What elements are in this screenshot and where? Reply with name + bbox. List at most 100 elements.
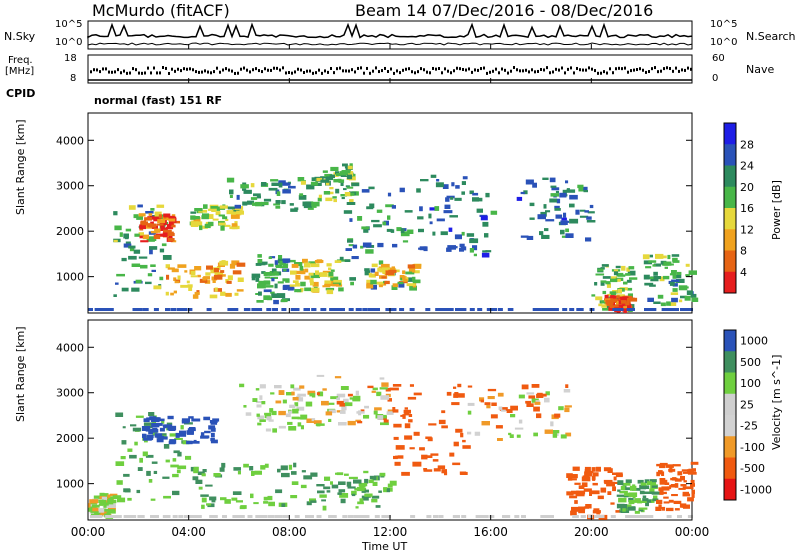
velocity-cell: [404, 435, 413, 440]
velocity-cell: [453, 441, 459, 447]
velocity-cell: [638, 508, 644, 512]
power-cell: [379, 269, 384, 273]
velocity-cell: [153, 470, 158, 474]
ground-scatter-cell: [116, 515, 122, 518]
velocity-cell: [243, 463, 249, 468]
power-cell: [302, 258, 308, 264]
power-cell: [610, 278, 618, 283]
velocity-cell: [403, 409, 411, 414]
velocity-cell: [261, 401, 266, 405]
velocity-cell: [665, 464, 674, 468]
ground-scatter-cell: [99, 308, 105, 311]
power-cell: [278, 182, 283, 188]
velocity-cell: [99, 492, 105, 496]
power-cell: [128, 245, 136, 249]
power-cell: [170, 292, 174, 296]
ground-scatter-cell: [332, 308, 337, 311]
power-cell: [562, 189, 567, 195]
power-cell: [544, 228, 549, 232]
velocity-cell: [346, 481, 352, 487]
velocity-cell: [486, 404, 491, 409]
velocity-cell: [467, 402, 475, 406]
power-cell: [194, 291, 200, 295]
freq-mark: [360, 66, 362, 70]
velocity-cell: [297, 397, 304, 402]
colorbar-tick-label: 8: [740, 245, 747, 258]
velocity-cell: [187, 430, 194, 435]
power-cell: [227, 275, 233, 281]
velocity-cell: [146, 470, 151, 476]
ground-scatter-cell: [170, 308, 176, 311]
velocity-cell: [642, 495, 647, 499]
colorbar-tick-label: 4: [740, 266, 747, 279]
freq-mark: [660, 69, 662, 73]
power-cell: [288, 185, 296, 189]
power-cell: [328, 191, 334, 195]
power-cell: [429, 207, 435, 211]
power-cell: [388, 267, 396, 272]
power-cell: [408, 268, 416, 273]
velocity-cell: [457, 383, 462, 388]
power-cell: [275, 200, 281, 204]
ground-scatter-cell: [309, 515, 314, 518]
velocity-cell: [219, 467, 225, 472]
velocity-cell: [479, 397, 485, 402]
nsearch-tick-bottom: 10^0: [710, 37, 738, 48]
velocity-cell: [491, 402, 497, 406]
power-cell: [472, 197, 479, 202]
power-cell: [378, 260, 384, 265]
power-cell: [381, 276, 387, 279]
velocity-cell: [359, 498, 364, 503]
velocity-cell: [567, 477, 573, 481]
velocity-cell: [188, 416, 194, 419]
freq-mark: [105, 67, 107, 71]
colorbar-swatch: [724, 478, 736, 501]
power-cell: [398, 283, 405, 288]
power-cell: [685, 263, 690, 267]
power-cell: [400, 228, 405, 234]
power-cell: [406, 283, 416, 287]
power-cell: [207, 214, 214, 219]
power-cell: [663, 261, 672, 266]
velocity-cell: [344, 402, 353, 407]
freq-mark: [690, 67, 692, 71]
power-cell: [332, 283, 339, 287]
power-cell: [419, 206, 423, 212]
colorbar-swatch: [724, 165, 736, 188]
power-cell: [676, 278, 685, 283]
freq-mark: [474, 68, 476, 72]
velocity-cell: [498, 406, 503, 410]
velocity-cell: [239, 506, 246, 510]
freq-mark: [216, 66, 218, 70]
velocity-cell: [467, 410, 472, 415]
ground-scatter-cell: [489, 515, 495, 518]
power-cell: [320, 176, 328, 179]
power-cell: [626, 267, 630, 272]
power-cell: [586, 220, 596, 223]
velocity-cell: [565, 432, 572, 437]
freq-mark: [300, 68, 302, 72]
power-cell: [333, 199, 337, 203]
power-cell: [270, 276, 278, 279]
velocity-cell: [156, 438, 164, 443]
freq-mark: [393, 71, 395, 75]
power-cell: [662, 275, 670, 280]
power-cell: [352, 244, 358, 249]
freq-mark: [162, 66, 164, 70]
power-cell: [600, 281, 605, 286]
velocity-cell: [606, 481, 615, 487]
freq-mark: [309, 69, 311, 73]
power-cell: [565, 180, 569, 184]
velocity-cell: [337, 492, 342, 495]
velocity-cell: [212, 418, 220, 422]
velocity-cell: [106, 511, 111, 515]
power-cell: [317, 197, 322, 202]
freq-mark: [321, 71, 323, 75]
power-cell: [278, 255, 283, 260]
power-cell: [310, 181, 318, 186]
velocity-cell: [649, 479, 657, 483]
velocity-cell: [451, 402, 460, 406]
velocity-cell: [357, 421, 363, 424]
nsky-label: N.Sky: [4, 30, 36, 43]
ground-scatter-cell: [461, 308, 467, 311]
